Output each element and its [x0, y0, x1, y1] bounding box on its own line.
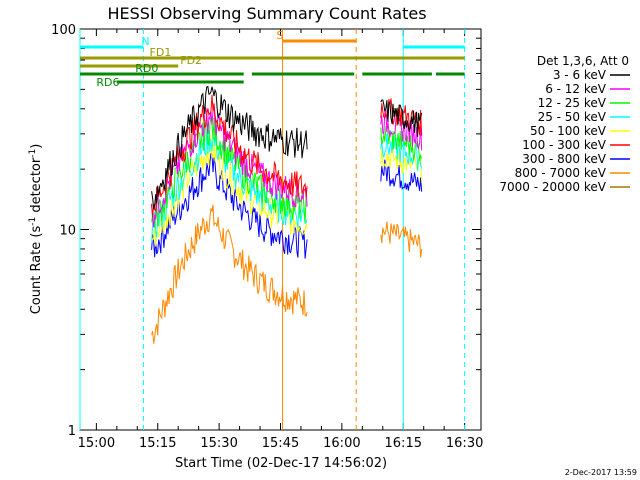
legend-entry: 50 - 100 keV	[530, 124, 607, 138]
x-axis-label: Start Time (02-Dec-17 14:56:02)	[175, 456, 387, 471]
flag-label-n: N	[141, 35, 149, 48]
legend-header: Det 1,3,6, Att 0	[537, 54, 629, 68]
legend-entry: 25 - 50 keV	[538, 110, 607, 124]
legend-entry: 3 - 6 keV	[553, 68, 607, 82]
legend-entry: 100 - 300 keV	[522, 138, 606, 152]
x-tick-label: 16:30	[446, 436, 483, 451]
series-line	[380, 126, 423, 161]
series-line	[380, 146, 423, 184]
x-tick-label: 16:00	[323, 436, 360, 451]
series-line	[380, 109, 423, 151]
y-tick-label: 100	[51, 23, 76, 38]
flag-label-fd2: FD2	[180, 54, 202, 67]
series-line	[380, 159, 423, 192]
timestamp: 2-Dec-2017 13:59	[565, 468, 637, 477]
legend-entry: 12 - 25 keV	[538, 96, 607, 110]
legend-entry: 300 - 800 keV	[522, 152, 606, 166]
y-axis-label: Count Rate (s-1 detector-1)	[28, 144, 44, 315]
x-tick-label: 15:00	[78, 436, 115, 451]
series-line	[380, 99, 423, 138]
plot-frame	[79, 28, 482, 431]
flag-label-rd6: RD6	[96, 76, 119, 89]
flag-label-fd1: FD1	[150, 46, 172, 59]
flag-label-rd0: RD0	[135, 62, 158, 75]
y-tick-label: 10	[59, 224, 76, 239]
legend-entry: 800 - 7000 keV	[515, 166, 607, 180]
series-line	[151, 85, 308, 210]
x-tick-label: 15:15	[139, 436, 176, 451]
y-tick-label: 1	[68, 424, 76, 439]
x-tick-label: 15:45	[262, 436, 299, 451]
series-line	[151, 94, 308, 218]
series-line	[151, 153, 308, 259]
flag-label-s: S	[276, 29, 283, 42]
legend-entry: 7000 - 20000 keV	[499, 180, 606, 194]
x-tick-label: 15:30	[200, 436, 237, 451]
series-line	[151, 106, 308, 228]
chart-title: HESSI Observing Summary Count Rates	[107, 4, 426, 23]
x-tick-label: 16:15	[385, 436, 422, 451]
series-line	[151, 204, 308, 344]
legend-entry: 6 - 12 keV	[545, 82, 607, 96]
series-line	[380, 221, 423, 258]
